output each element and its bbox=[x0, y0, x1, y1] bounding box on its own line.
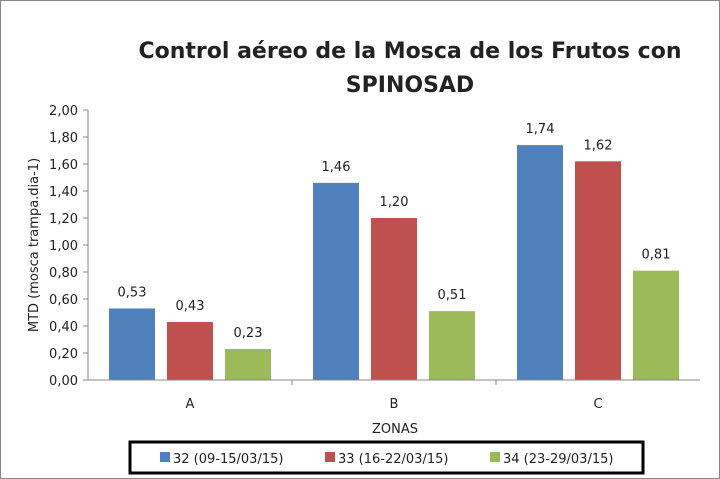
y-tick-label: 1,80 bbox=[49, 131, 78, 146]
chart-title-line-2: SPINOSAD bbox=[346, 73, 474, 98]
legend-swatch bbox=[325, 452, 335, 462]
data-label: 1,20 bbox=[380, 195, 409, 210]
x-axis-label: ZONAS bbox=[372, 422, 418, 437]
bar bbox=[429, 311, 475, 380]
y-tick-label: 0,40 bbox=[49, 320, 78, 335]
legend-swatch bbox=[160, 452, 170, 462]
legend-label: 34 (23-29/03/15) bbox=[503, 452, 613, 467]
legend-label: 32 (09-15/03/15) bbox=[173, 452, 283, 467]
y-axis-label: MTD (mosca trampa.dia-1) bbox=[27, 158, 42, 332]
data-label: 1,62 bbox=[584, 138, 613, 153]
x-tick-label: C bbox=[593, 397, 602, 412]
legend-swatch bbox=[490, 452, 500, 462]
x-tick-label: A bbox=[186, 397, 195, 412]
chart-title-line-1: Control aéreo de la Mosca de los Frutos … bbox=[138, 39, 681, 64]
y-tick-label: 0,00 bbox=[49, 374, 78, 389]
y-tick-label: 2,00 bbox=[49, 104, 78, 119]
data-label: 0,81 bbox=[642, 248, 671, 263]
y-tick-label: 1,40 bbox=[49, 185, 78, 200]
bar bbox=[167, 321, 213, 380]
legend: 32 (09-15/03/15) 33 (16-22/03/15) 34 (23-2… bbox=[128, 440, 645, 475]
data-label: 1,46 bbox=[322, 160, 351, 175]
bar bbox=[109, 308, 155, 380]
y-tick-label: 1,60 bbox=[49, 158, 78, 173]
data-label: 0,43 bbox=[176, 299, 205, 314]
data-label: 0,51 bbox=[438, 288, 467, 303]
bar bbox=[517, 145, 563, 380]
legend-label: 33 (16-22/03/15) bbox=[338, 452, 448, 467]
bar bbox=[225, 348, 271, 380]
y-tick-label: 1,00 bbox=[49, 239, 78, 254]
data-label: 0,53 bbox=[118, 285, 147, 300]
bar bbox=[371, 218, 417, 380]
x-tick-label: B bbox=[390, 397, 399, 412]
bar bbox=[575, 161, 621, 380]
y-tick-label: 0,20 bbox=[49, 347, 78, 362]
data-label: 1,74 bbox=[526, 122, 555, 137]
bar bbox=[633, 270, 679, 380]
y-tick-label: 1,20 bbox=[49, 212, 78, 227]
y-tick-label: 0,80 bbox=[49, 266, 78, 281]
bar bbox=[313, 182, 359, 380]
y-tick-label: 0,60 bbox=[49, 293, 78, 308]
data-label: 0,23 bbox=[234, 326, 263, 341]
